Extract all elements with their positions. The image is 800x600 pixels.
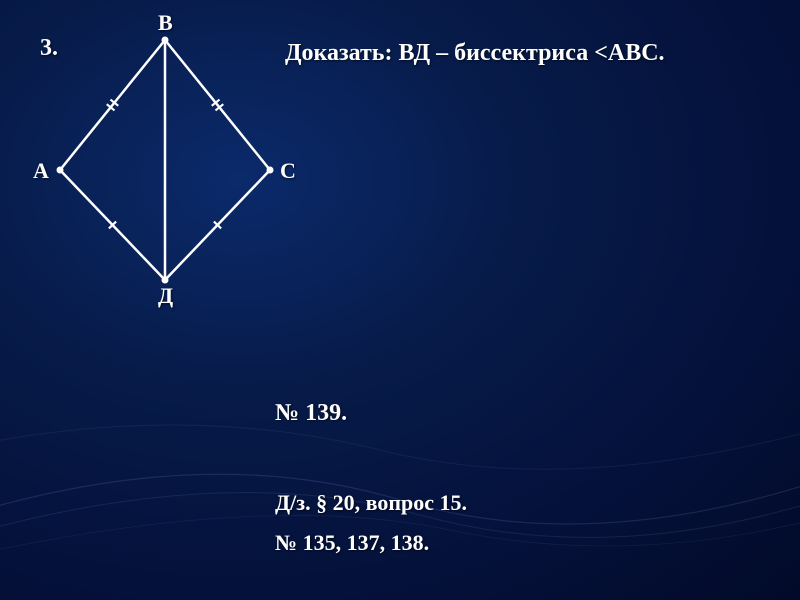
exercise-ref: № 139.: [275, 400, 347, 427]
label-B: В: [158, 10, 173, 36]
homework-line-2: № 135, 137, 138.: [275, 530, 429, 556]
label-D: Д: [158, 283, 173, 309]
label-C: С: [280, 158, 296, 184]
homework-line-1: Д/з. § 20, вопрос 15.: [275, 490, 467, 516]
slide: 3. Доказать: ВД – биссектриса <АВС. А В …: [0, 0, 800, 600]
prove-statement: Доказать: ВД – биссектриса <АВС.: [285, 40, 665, 67]
label-A: А: [33, 158, 49, 184]
geometry-diagram: [30, 20, 310, 310]
